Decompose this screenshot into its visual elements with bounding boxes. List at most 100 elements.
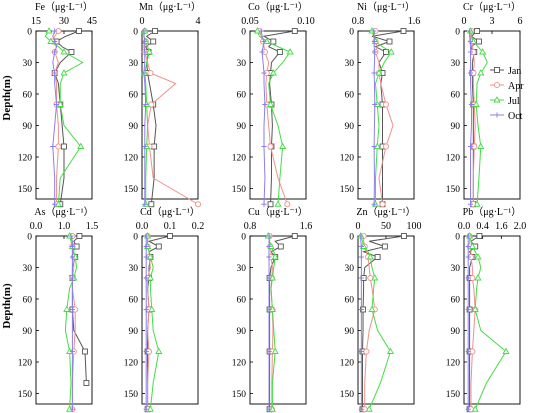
data-point [358, 348, 364, 355]
data-point [474, 253, 482, 260]
series-jan [371, 28, 407, 208]
series-oct [266, 233, 272, 412]
data-point [69, 406, 75, 412]
y-tick-label: 0 [241, 28, 246, 38]
y-tick-label: 90 [451, 327, 461, 337]
series-oct [358, 233, 364, 412]
legend-marker-jan [494, 67, 500, 73]
y-axis-label-bottom: Depth(m) [1, 283, 13, 329]
legend-marker-jul [493, 96, 501, 103]
y-tick-label: 150 [18, 390, 33, 400]
series-jul [466, 232, 510, 412]
data-point [155, 243, 162, 250]
data-point [145, 48, 154, 55]
data-point [261, 143, 267, 150]
y-tick-label: 120 [18, 154, 33, 164]
data-point [266, 100, 275, 107]
data-point [274, 200, 282, 207]
x-tick-label: 0 [140, 16, 145, 27]
data-point [465, 306, 471, 313]
data-point [267, 143, 274, 150]
panel-frame [141, 30, 199, 200]
x-tick-label: 0 [356, 221, 361, 232]
data-point [146, 405, 154, 412]
data-point [152, 28, 159, 34]
data-point [465, 406, 471, 412]
y-tick-label: 120 [124, 359, 139, 369]
data-point [358, 306, 364, 313]
series-oct [50, 28, 60, 207]
data-point [268, 405, 276, 412]
panel-title: Cd（μg·L⁻¹） [140, 206, 200, 218]
data-point [471, 305, 479, 312]
data-point [467, 49, 474, 55]
y-tick-label: 0 [27, 28, 32, 38]
y-tick-label: 60 [237, 296, 247, 306]
panel-title: Ni（μg·L⁻¹） [357, 1, 415, 13]
data-point [150, 38, 157, 45]
data-point [55, 143, 62, 150]
data-point [374, 254, 381, 260]
data-point [142, 200, 150, 207]
y-tick-label: 120 [18, 359, 33, 369]
data-point [467, 201, 474, 207]
data-point [269, 69, 277, 76]
data-point [143, 101, 149, 108]
y-tick-label: 150 [18, 185, 33, 195]
y-tick-label: 0 [133, 233, 138, 243]
data-point [371, 201, 377, 207]
legend-label-jul: Jul [508, 96, 520, 107]
data-point [263, 37, 271, 44]
y-tick-label: 30 [237, 59, 247, 69]
y-tick-label: 30 [23, 59, 33, 69]
data-point [474, 274, 482, 281]
series-oct [258, 28, 268, 207]
x-tick-label: 0.0 [458, 221, 471, 232]
series-line-jan [54, 30, 80, 205]
series-jan [359, 233, 407, 413]
series-line-oct [373, 31, 376, 205]
data-point [471, 405, 479, 412]
series-apr [256, 27, 291, 208]
legend-label-jan: Jan [508, 66, 521, 77]
data-point [52, 38, 58, 45]
x-tick-label: 0.05 [241, 16, 259, 27]
data-point [386, 38, 393, 45]
data-point [143, 233, 149, 239]
series-line-apr [258, 30, 288, 205]
y-tick-label: 60 [129, 296, 139, 306]
data-point [375, 69, 383, 76]
legend-label-apr: Apr [508, 81, 524, 92]
y-tick-label: 90 [23, 327, 33, 337]
data-point [467, 143, 474, 150]
data-point [194, 201, 202, 208]
y-tick-label: 90 [23, 122, 33, 132]
x-tick-label: 1.5 [86, 221, 99, 232]
x-tick-label: 0.2 [192, 221, 205, 232]
y-tick-label: 60 [237, 91, 247, 101]
legend-marker-apr [493, 81, 501, 89]
data-point [268, 305, 276, 312]
y-tick-label: 0 [349, 28, 354, 38]
series-line-oct [360, 236, 362, 410]
data-point [465, 275, 471, 281]
data-point [277, 243, 284, 250]
data-point [148, 305, 156, 312]
x-tick-label: 50 [381, 221, 391, 232]
series-line-apr [363, 236, 376, 410]
data-point [382, 101, 390, 108]
data-point [258, 28, 264, 34]
data-point [143, 275, 149, 281]
data-point [366, 253, 374, 260]
legend-label-oct: Oct [508, 111, 523, 122]
x-tick-label: 2.0 [514, 221, 527, 232]
data-point [54, 200, 62, 207]
x-tick-label: 1.0 [58, 221, 71, 232]
y-tick-label: 60 [129, 91, 139, 101]
data-point [83, 380, 90, 386]
y-tick-label: 90 [345, 122, 355, 132]
panel-9: Pb（μg·L⁻¹） 0.0 0.4 1.6 2.0 0 30 60 90 120 150 [446, 206, 527, 413]
data-point [474, 28, 481, 34]
data-point [358, 275, 364, 281]
